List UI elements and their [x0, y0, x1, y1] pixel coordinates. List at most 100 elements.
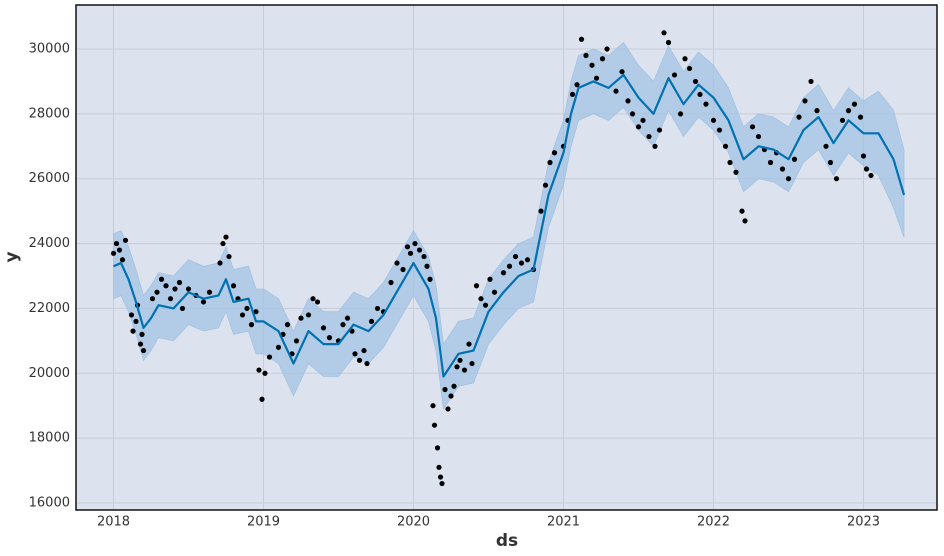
- y-tick-label: 16000: [29, 495, 70, 510]
- observed-point: [656, 127, 663, 133]
- observed-point: [461, 367, 468, 373]
- observed-point: [326, 335, 333, 341]
- observed-point: [454, 364, 460, 370]
- observed-point: [469, 360, 475, 367]
- observed-point: [137, 341, 144, 347]
- observed-point: [407, 250, 414, 256]
- observed-point: [298, 315, 304, 321]
- observed-point: [613, 88, 619, 94]
- observed-point: [755, 133, 762, 140]
- observed-point: [604, 46, 610, 52]
- observed-point: [167, 296, 174, 302]
- observed-point: [857, 114, 864, 120]
- observed-point: [749, 124, 756, 130]
- observed-point: [424, 263, 430, 269]
- x-tick-label: 2018: [97, 515, 130, 530]
- forecast-line: [113, 73, 906, 378]
- x-tick-label: 2023: [847, 515, 880, 530]
- observed-point: [374, 305, 381, 312]
- observed-point: [448, 393, 454, 399]
- observed-point: [547, 159, 553, 166]
- observed-point: [305, 312, 312, 318]
- observed-point: [500, 270, 507, 276]
- plot-frame: [75, 4, 938, 511]
- observed-point: [230, 283, 237, 289]
- observed-point: [710, 117, 717, 123]
- observed-point: [431, 422, 438, 428]
- observed-point: [427, 276, 433, 282]
- observed-point: [293, 338, 300, 344]
- observed-point: [119, 257, 126, 263]
- observed-point: [574, 82, 580, 88]
- observed-point: [256, 367, 262, 373]
- observed-point: [352, 351, 358, 357]
- observed-point: [796, 114, 802, 120]
- observed-point: [524, 257, 531, 263]
- observed-point: [473, 283, 480, 289]
- observed-point: [445, 406, 451, 412]
- observed-point: [833, 176, 840, 182]
- observed-point: [310, 296, 316, 302]
- observed-point: [200, 299, 207, 305]
- observed-point: [217, 260, 223, 266]
- y-tick-label: 18000: [29, 431, 70, 446]
- observed-point: [478, 296, 484, 302]
- observed-point: [808, 78, 814, 85]
- observed-point: [863, 166, 870, 172]
- observed-point: [652, 143, 658, 149]
- observed-point: [122, 237, 129, 243]
- observed-point: [589, 62, 595, 68]
- observed-point: [779, 166, 786, 172]
- x-tick-label: 2019: [247, 515, 280, 530]
- observed-point: [767, 159, 774, 166]
- observed-point: [266, 354, 273, 360]
- observed-point: [248, 322, 255, 328]
- observed-point: [133, 318, 139, 324]
- observed-point: [451, 383, 457, 389]
- observed-point: [542, 182, 549, 188]
- observed-point: [703, 101, 709, 107]
- observed-point: [625, 98, 631, 104]
- observed-point: [130, 328, 136, 334]
- observed-point: [487, 276, 493, 282]
- observed-point: [388, 279, 394, 286]
- observed-point: [851, 101, 858, 107]
- y-tick-label: 22000: [29, 301, 70, 316]
- observed-point: [226, 253, 232, 260]
- observed-point: [404, 244, 411, 250]
- observed-point: [340, 322, 346, 328]
- y-tick-label: 20000: [29, 366, 70, 381]
- observed-point: [421, 253, 427, 260]
- observed-point: [442, 386, 448, 393]
- x-tick-label: 2020: [397, 515, 430, 530]
- observed-point: [722, 143, 729, 149]
- observed-point: [742, 218, 748, 224]
- observed-point: [110, 250, 117, 256]
- observed-point: [128, 312, 135, 318]
- observed-point: [412, 240, 418, 247]
- x-tick-label: 2022: [697, 515, 730, 530]
- y-tick-label: 24000: [29, 236, 70, 251]
- observed-point: [845, 108, 852, 114]
- observed-point: [140, 347, 147, 354]
- observed-point: [394, 260, 400, 266]
- observed-point: [569, 91, 576, 98]
- observed-point: [284, 322, 291, 328]
- observed-point: [640, 117, 646, 123]
- observed-point: [434, 445, 441, 451]
- y-tick-label: 28000: [29, 106, 70, 121]
- y-tick-label: 26000: [29, 171, 70, 186]
- observed-point: [512, 253, 519, 260]
- observed-point: [154, 289, 160, 295]
- observed-point: [739, 208, 745, 214]
- observed-point: [827, 159, 834, 166]
- observed-point: [158, 276, 165, 282]
- observed-point: [716, 127, 723, 133]
- observed-point: [416, 247, 423, 253]
- observed-point: [176, 279, 183, 286]
- observed-point: [457, 357, 463, 363]
- observed-point: [491, 289, 498, 295]
- observed-point: [259, 396, 265, 402]
- observed-point: [364, 360, 370, 367]
